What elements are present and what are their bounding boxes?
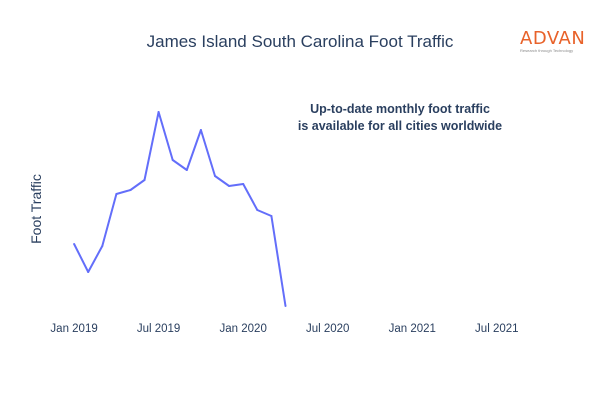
x-tick-label: Jan 2020: [220, 323, 267, 335]
annotation-line-1: Up-to-date monthly foot traffic: [310, 102, 490, 116]
x-tick-label: Jul 2019: [137, 323, 180, 335]
annotation-line-2: is available for all cities worldwide: [297, 119, 503, 133]
x-tick-label: Jul 2020: [306, 323, 349, 335]
data-point: [270, 215, 273, 217]
data-point: [101, 245, 104, 247]
logo-tagline: Research through Technology: [520, 48, 574, 53]
data-point: [284, 305, 287, 307]
data-point: [73, 243, 76, 245]
logo-wordmark: ADVAN: [520, 28, 586, 49]
advan-logo: ADVAN Research through Technology: [520, 28, 586, 54]
data-point: [242, 183, 245, 185]
data-point: [214, 175, 216, 177]
x-tick-label: Jul 2021: [475, 323, 518, 335]
data-point: [115, 193, 118, 195]
data-point: [87, 271, 90, 273]
chart-title: James Island South Carolina Foot Traffic: [146, 32, 454, 51]
chart-annotation: Up-to-date monthly foot traffic is avail…: [250, 101, 550, 135]
data-point: [129, 189, 132, 191]
x-tick-label: Jan 2019: [50, 323, 97, 335]
data-point: [171, 159, 174, 161]
data-point: [157, 111, 160, 113]
data-point: [228, 185, 231, 187]
data-point: [256, 209, 259, 211]
series-line-0: [73, 111, 287, 307]
data-point: [143, 179, 146, 181]
data-point: [199, 129, 202, 131]
x-tick-label: Jan 2021: [389, 323, 436, 335]
data-point: [185, 169, 188, 171]
